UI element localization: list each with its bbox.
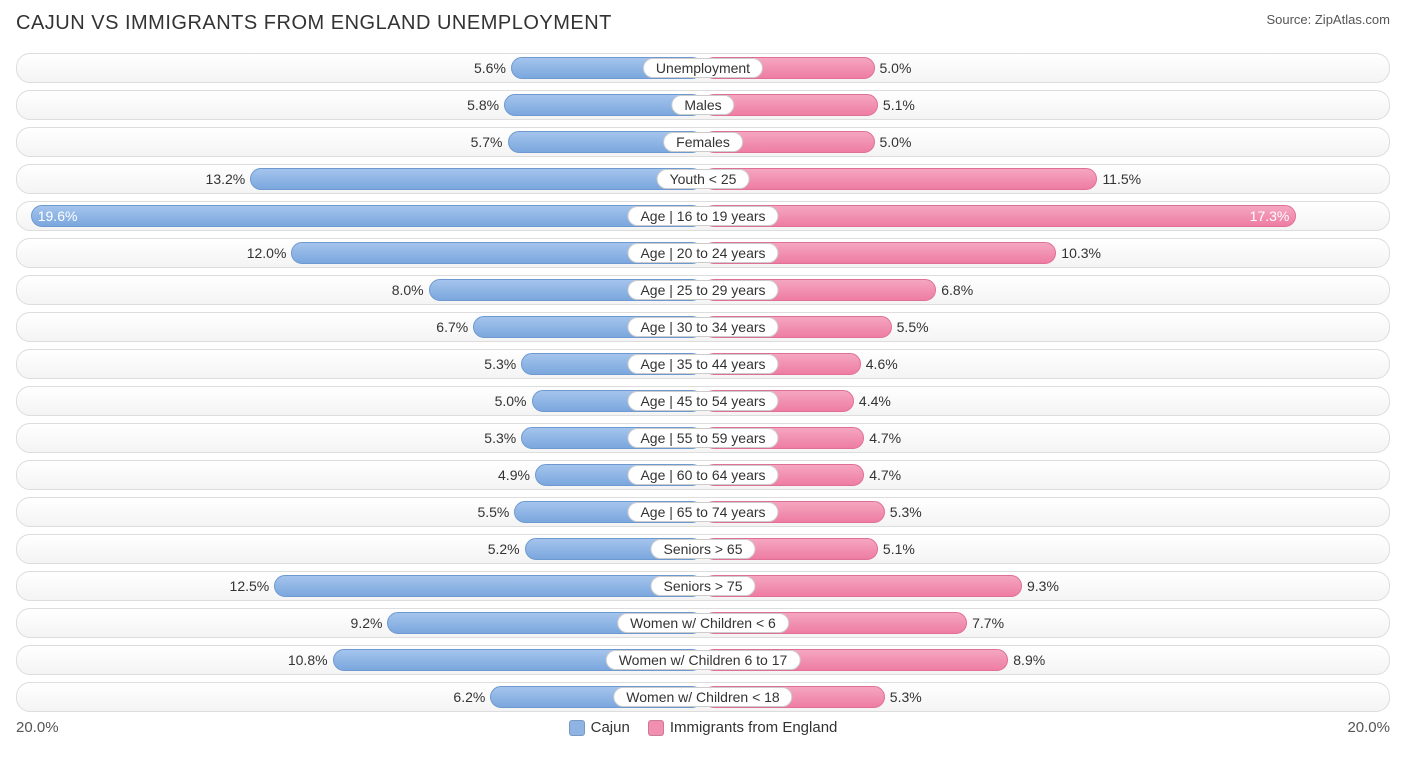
source-prefix: Source: [1266,12,1314,27]
value-right: 5.0% [880,134,912,150]
value-right: 4.7% [869,467,901,483]
diverging-bar-chart: 5.6% 5.0% Unemployment 5.8% 5.1% Males 5.7% 5.0… [16,53,1390,712]
legend-label-england: Immigrants from England [670,719,838,736]
value-left: 13.2% [206,171,246,187]
value-left: 9.2% [351,615,383,631]
legend-swatch-england [648,720,664,736]
chart-row: 12.5% 9.3% Seniors > 75 [16,571,1390,601]
chart-row: 5.5% 5.3% Age | 65 to 74 years [16,497,1390,527]
value-left: 5.5% [477,504,509,520]
value-right: 4.6% [866,356,898,372]
chart-row: 5.8% 5.1% Males [16,90,1390,120]
value-left: 5.7% [471,134,503,150]
legend-swatch-cajun [569,720,585,736]
value-right: 6.8% [941,282,973,298]
legend-label-cajun: Cajun [591,719,630,736]
value-right: 10.3% [1061,245,1101,261]
chart-row: 5.6% 5.0% Unemployment [16,53,1390,83]
chart-row: 10.8% 8.9% Women w/ Children 6 to 17 [16,645,1390,675]
category-label: Age | 45 to 54 years [627,391,778,411]
value-right: 5.3% [890,689,922,705]
category-label: Females [663,132,743,152]
bar-right: 17.3% [703,205,1296,227]
value-left: 5.3% [484,430,516,446]
chart-row: 5.3% 4.6% Age | 35 to 44 years [16,349,1390,379]
chart-row: 4.9% 4.7% Age | 60 to 64 years [16,460,1390,490]
category-label: Age | 16 to 19 years [627,206,778,226]
value-right: 5.3% [890,504,922,520]
bar-left: 12.5% [274,575,703,597]
chart-title: CAJUN VS IMMIGRANTS FROM ENGLAND UNEMPLO… [16,12,612,35]
category-label: Women w/ Children < 6 [617,613,789,633]
value-right: 4.7% [869,430,901,446]
chart-row: 9.2% 7.7% Women w/ Children < 6 [16,608,1390,638]
bar-left: 19.6% [31,205,703,227]
value-left: 5.8% [467,97,499,113]
category-label: Seniors > 75 [651,576,756,596]
category-label: Age | 65 to 74 years [627,502,778,522]
chart-row: 5.3% 4.7% Age | 55 to 59 years [16,423,1390,453]
category-label: Age | 55 to 59 years [627,428,778,448]
category-label: Age | 20 to 24 years [627,243,778,263]
category-label: Seniors > 65 [651,539,756,559]
value-left: 4.9% [498,467,530,483]
axis-left-max: 20.0% [16,719,59,736]
value-left: 8.0% [392,282,424,298]
legend: Cajun Immigrants from England [569,719,838,736]
chart-row: 5.0% 4.4% Age | 45 to 54 years [16,386,1390,416]
value-left: 5.3% [484,356,516,372]
chart-footer: 20.0% Cajun Immigrants from England 20.0… [16,719,1390,736]
value-left: 6.2% [453,689,485,705]
chart-row: 19.6% 17.3% Age | 16 to 19 years [16,201,1390,231]
category-label: Age | 30 to 34 years [627,317,778,337]
chart-row: 8.0% 6.8% Age | 25 to 29 years [16,275,1390,305]
value-left: 5.2% [488,541,520,557]
value-right: 4.4% [859,393,891,409]
bar-left: 13.2% [250,168,703,190]
value-right: 5.1% [883,97,915,113]
axis-right-max: 20.0% [1347,719,1390,736]
value-left: 5.6% [474,60,506,76]
chart-row: 5.2% 5.1% Seniors > 65 [16,534,1390,564]
value-right: 5.5% [897,319,929,335]
value-right: 8.9% [1013,652,1045,668]
value-right: 5.0% [880,60,912,76]
category-label: Age | 25 to 29 years [627,280,778,300]
source-link[interactable]: ZipAtlas.com [1315,12,1390,27]
value-right: 11.5% [1102,171,1141,187]
chart-row: 6.7% 5.5% Age | 30 to 34 years [16,312,1390,342]
chart-source: Source: ZipAtlas.com [1266,12,1390,27]
chart-header: CAJUN VS IMMIGRANTS FROM ENGLAND UNEMPLO… [16,12,1390,35]
chart-row: 12.0% 10.3% Age | 20 to 24 years [16,238,1390,268]
category-label: Youth < 25 [657,169,750,189]
chart-row: 13.2%11.5%Youth < 25 [16,164,1390,194]
legend-item-cajun: Cajun [569,719,630,736]
value-right: 17.3% [1250,208,1290,224]
category-label: Women w/ Children < 18 [613,687,792,707]
category-label: Unemployment [643,58,763,78]
value-left: 12.0% [247,245,287,261]
category-label: Women w/ Children 6 to 17 [606,650,801,670]
bar-right: 11.5% [703,168,1097,190]
value-left: 19.6% [38,208,78,224]
value-right: 7.7% [972,615,1004,631]
value-left: 12.5% [230,578,270,594]
chart-row: 5.7% 5.0% Females [16,127,1390,157]
value-left: 10.8% [288,652,328,668]
value-left: 6.7% [436,319,468,335]
legend-item-england: Immigrants from England [648,719,838,736]
value-left: 5.0% [495,393,527,409]
value-right: 5.1% [883,541,915,557]
category-label: Age | 35 to 44 years [627,354,778,374]
chart-row: 6.2% 5.3% Women w/ Children < 18 [16,682,1390,712]
value-right: 9.3% [1027,578,1059,594]
category-label: Males [671,95,734,115]
category-label: Age | 60 to 64 years [627,465,778,485]
